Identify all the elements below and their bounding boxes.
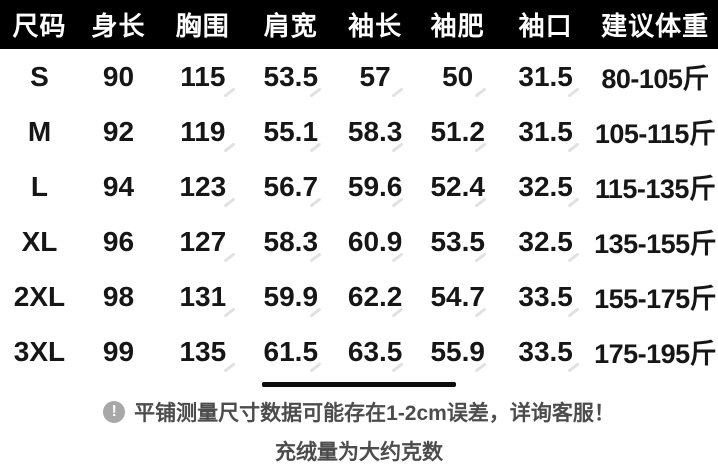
column-header-length: 身长 <box>78 0 158 49</box>
cell-sleeve-width: 51.2 <box>416 104 499 159</box>
cell-sleeve-width: 52.4 <box>416 159 499 214</box>
cell-length: 99 <box>102 335 135 367</box>
column-header-sleeve-width: 袖肥 <box>416 0 499 49</box>
cell-sleeve-length: 63.5 <box>334 324 417 379</box>
cell-length: 98 <box>102 280 135 312</box>
cell-cuff: 32.5 <box>499 214 592 269</box>
cell-weight: 80-105斤 <box>601 64 709 94</box>
note-down-fill-text: 充绒量为大约克数 <box>275 441 443 464</box>
cell-chest: 115 <box>158 49 248 104</box>
table-row: XL 96 127 58.3 60.9 53.5 32.5 135-155斤 <box>0 214 718 269</box>
cell-size: 3XL <box>13 335 66 367</box>
cell-chest: 131 <box>158 269 248 324</box>
cell-shoulder: 61.5 <box>248 324 334 379</box>
table-header-row: 尺码 身长 胸围 肩宽 袖长 袖肥 袖口 建议体重 <box>0 0 718 49</box>
cell-sleeve-width: 53.5 <box>416 214 499 269</box>
column-header-sleeve-length: 袖长 <box>333 0 417 49</box>
cell-chest: 123 <box>158 159 248 214</box>
cell-size: L <box>30 170 49 202</box>
exclamation-circle-icon: ! <box>103 401 126 423</box>
cell-shoulder: 56.7 <box>248 159 334 214</box>
cell-cuff: 32.5 <box>499 159 592 214</box>
cell-cuff: 33.5 <box>499 324 592 379</box>
cell-length: 94 <box>102 170 135 202</box>
cell-shoulder: 55.1 <box>248 104 334 159</box>
cell-shoulder: 58.3 <box>248 214 334 269</box>
cell-sleeve-length: 58.3 <box>334 104 417 159</box>
cell-cuff: 31.5 <box>499 49 592 104</box>
size-table: 尺码 身长 胸围 肩宽 袖长 袖肥 袖口 建议体重 S 90 115 53.5 … <box>0 0 718 379</box>
cell-weight: 105-115斤 <box>594 119 716 149</box>
cell-weight: 175-195斤 <box>594 339 717 369</box>
cell-sleeve-width: 50 <box>416 49 499 104</box>
cell-sleeve-width: 55.9 <box>416 324 499 379</box>
column-header-cuff: 袖口 <box>498 0 593 49</box>
note-measure-text: 平铺测量尺寸数据可能存在1-2cm误差，详询客服！ <box>134 402 615 425</box>
table-row: S 90 115 53.5 57 50 31.5 80-105斤 <box>0 49 718 104</box>
cell-sleeve-width: 54.7 <box>416 269 499 324</box>
cell-shoulder: 53.5 <box>248 49 334 104</box>
cell-sleeve-length: 62.2 <box>334 269 417 324</box>
table-row: L 94 123 56.7 59.6 52.4 32.5 115-135斤 <box>0 159 718 214</box>
divider-bar <box>262 382 456 387</box>
column-header-size: 尺码 <box>0 0 79 49</box>
cell-chest: 119 <box>158 104 248 159</box>
column-header-weight: 建议体重 <box>592 0 718 49</box>
table-row: 3XL 99 135 61.5 63.5 55.9 33.5 175-195斤 <box>0 324 718 379</box>
cell-chest: 135 <box>158 324 248 379</box>
note-measure-tolerance: ! 平铺测量尺寸数据可能存在1-2cm误差，详询客服！ <box>0 397 718 427</box>
cell-shoulder: 59.9 <box>248 269 334 324</box>
cell-sleeve-length: 60.9 <box>334 214 417 269</box>
cell-length: 90 <box>102 60 135 92</box>
cell-size: S <box>30 60 49 92</box>
cell-length: 92 <box>102 115 135 147</box>
cell-size: 2XL <box>13 280 66 312</box>
cell-length: 96 <box>102 225 135 257</box>
column-header-chest: 胸围 <box>157 0 248 49</box>
cell-weight: 155-175斤 <box>594 284 717 314</box>
column-header-shoulder: 肩宽 <box>247 0 334 49</box>
table-row: 2XL 98 131 59.9 62.2 54.7 33.5 155-175斤 <box>0 269 718 324</box>
cell-sleeve-length: 59.6 <box>334 159 417 214</box>
cell-weight: 135-155斤 <box>594 229 717 259</box>
cell-cuff: 31.5 <box>499 104 592 159</box>
cell-size: M <box>27 115 52 147</box>
cell-weight: 115-135斤 <box>594 174 716 204</box>
cell-chest: 127 <box>158 214 248 269</box>
table-row: M 92 119 55.1 58.3 51.2 31.5 105-115斤 <box>0 104 718 159</box>
cell-cuff: 33.5 <box>499 269 592 324</box>
cell-sleeve-length: 57 <box>334 49 417 104</box>
cell-size: XL <box>21 225 58 257</box>
